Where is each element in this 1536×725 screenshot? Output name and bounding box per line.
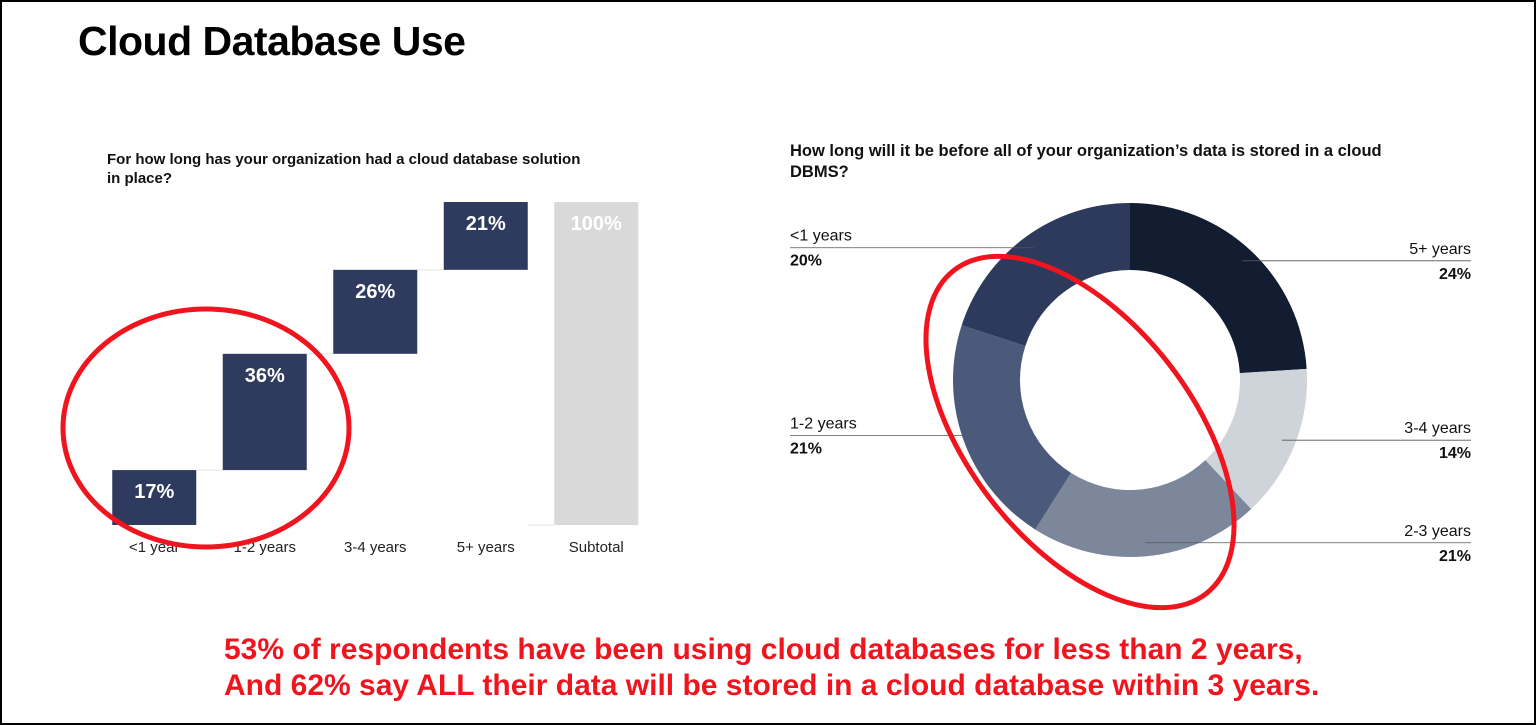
chart-title: How long will it be before all of your o… bbox=[790, 142, 1382, 181]
bar bbox=[554, 202, 639, 525]
value-label: 21% bbox=[466, 213, 506, 235]
chart-title: For how long has your organization had a… bbox=[107, 151, 581, 187]
value-label: 100% bbox=[571, 213, 622, 235]
slice-label: 3-4 years bbox=[1404, 420, 1471, 437]
value-label: 17% bbox=[134, 481, 174, 503]
caption-line: And 62% say ALL their data will be store… bbox=[224, 669, 1320, 702]
bar bbox=[443, 202, 528, 270]
slice-value: 21% bbox=[790, 440, 822, 457]
x-tick-label: 5+ years bbox=[457, 539, 515, 556]
slice-label: <1 years bbox=[790, 228, 852, 245]
value-label: 36% bbox=[245, 365, 285, 387]
slice-label: 5+ years bbox=[1409, 241, 1471, 258]
slide-title: Cloud Database Use bbox=[78, 18, 466, 64]
donut-slice bbox=[961, 203, 1130, 347]
donut-slice bbox=[1130, 203, 1307, 374]
slice-value: 20% bbox=[790, 253, 822, 270]
x-tick-label: 3-4 years bbox=[344, 539, 407, 556]
slice-value: 14% bbox=[1439, 445, 1471, 462]
slice-value: 21% bbox=[1439, 548, 1471, 565]
value-label: 26% bbox=[355, 281, 395, 303]
slice-label: 1-2 years bbox=[790, 415, 857, 432]
caption-line: 53% of respondents have been using cloud… bbox=[224, 633, 1303, 666]
slice-label: 2-3 years bbox=[1404, 523, 1471, 540]
x-tick-label: 1-2 years bbox=[233, 539, 296, 556]
x-tick-label: Subtotal bbox=[569, 539, 624, 556]
donut-slice bbox=[953, 325, 1072, 530]
slice-value: 24% bbox=[1439, 266, 1471, 283]
x-tick-label: <1 year bbox=[129, 539, 179, 556]
